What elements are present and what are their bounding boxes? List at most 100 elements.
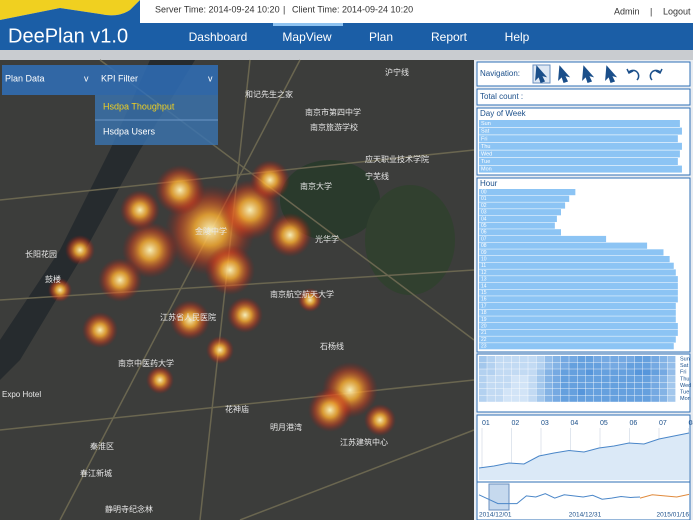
dropdown-arrow: v: [84, 73, 89, 83]
heat-cell: [552, 369, 561, 376]
heat-cell: [544, 382, 553, 389]
col-label: 00: [480, 405, 486, 410]
heat-cell: [643, 395, 651, 402]
heat-cell: [651, 395, 659, 402]
timeline-tick: 04: [571, 420, 579, 427]
heat-cell: [544, 356, 553, 363]
heat-cell: [569, 382, 577, 389]
total-count: Total count :: [480, 92, 523, 101]
kpi-filter-dropdown[interactable]: [95, 65, 218, 95]
nav-icon[interactable]: [649, 68, 663, 81]
nav-icons: [532, 64, 663, 84]
heat-cell: [503, 369, 512, 376]
nav-item[interactable]: MapView: [282, 30, 331, 44]
map-label: 光华学: [315, 234, 339, 244]
map-label: 花神庙: [225, 404, 249, 414]
map-label: 宁芜线: [365, 171, 389, 181]
menu-item[interactable]: Hsdpa Thoughput: [103, 101, 175, 111]
heat-cell: [643, 362, 651, 369]
map: 沪宁线和记先生之家南京市第四中学南京旅游学校应天职业技术学院宁芜线南京大学金陵中…: [0, 59, 475, 520]
heat-spot: [268, 213, 312, 257]
heat-cell: [610, 369, 618, 376]
logo-bg: [0, 0, 140, 50]
range-selector[interactable]: [488, 483, 510, 511]
bar-label: 18: [481, 310, 487, 316]
heat-cell: [544, 362, 553, 369]
heat-cell: [618, 375, 627, 382]
heat-cell: [495, 389, 504, 396]
menu-item[interactable]: Hsdpa Users: [103, 126, 156, 136]
row-label: Thu: [680, 376, 689, 382]
bar: [479, 329, 678, 336]
heat-cell: [544, 389, 553, 396]
nav-icon[interactable]: [558, 65, 571, 83]
nav-item[interactable]: Dashboard: [189, 30, 248, 44]
nav-icon[interactable]: [535, 65, 548, 83]
nav-item[interactable]: Plan: [369, 30, 393, 44]
heat-cell: [659, 362, 668, 369]
heat-cell: [618, 356, 627, 363]
col-label: 21: [653, 405, 659, 410]
heat-cell: [569, 362, 577, 369]
heat-cell: [479, 389, 487, 396]
heat-cell: [643, 356, 651, 363]
heat-cell: [593, 369, 602, 376]
heat-cell: [528, 362, 536, 369]
bar: [479, 262, 674, 269]
heat-cell: [659, 356, 668, 363]
nav-icon[interactable]: [605, 65, 618, 83]
nav-item[interactable]: Report: [431, 30, 468, 44]
heat-cell: [634, 369, 643, 376]
nav-item[interactable]: Help: [505, 30, 530, 44]
bar: [479, 209, 561, 216]
heat-spot: [146, 366, 174, 394]
map-label: 南京大学: [300, 181, 332, 191]
nav-icon[interactable]: [626, 68, 640, 81]
heat-cell: [602, 382, 610, 389]
timeline-tick: 06: [630, 420, 638, 427]
row-label: Wed: [680, 383, 691, 389]
heat-cell: [577, 362, 586, 369]
chart-title: Hour: [480, 179, 498, 188]
heat-cell: [536, 369, 545, 376]
bar: [479, 296, 678, 303]
heat-cell: [520, 389, 528, 396]
nav-icon[interactable]: [582, 65, 595, 83]
bar-label: 08: [481, 243, 487, 249]
heat-cell: [487, 375, 495, 382]
heat-cell: [634, 389, 643, 396]
bar: [479, 302, 676, 310]
col-label: 02: [497, 405, 503, 410]
bar: [479, 215, 557, 222]
bar-label: 23: [481, 344, 487, 350]
map-label: 南京航空航天大学: [270, 289, 334, 299]
timeline-tick: 02: [512, 420, 520, 427]
top-bar: [0, 0, 693, 23]
col-label: 05: [521, 405, 527, 410]
bar: [479, 276, 678, 283]
heat-cell: [577, 375, 586, 382]
heat-cell: [503, 395, 512, 402]
logout[interactable]: Logout: [663, 6, 691, 16]
col-label: 09: [554, 405, 560, 410]
heat-cell: [511, 389, 520, 396]
heat-cell: [577, 389, 586, 396]
user[interactable]: Admin: [614, 6, 640, 16]
heat-cell: [659, 395, 668, 402]
bar: [479, 343, 674, 350]
heat-cell: [479, 395, 487, 402]
plan-data-dropdown[interactable]: [2, 65, 95, 95]
heat-cell: [602, 356, 610, 363]
road: [0, 149, 475, 201]
map-label: 春江新城: [80, 468, 112, 478]
row-label: Sun: [680, 356, 690, 362]
bar: [479, 229, 561, 236]
heat-spot: [120, 190, 160, 230]
bar-label: Sun: [481, 121, 491, 127]
heat-cell: [610, 389, 618, 396]
timeline-date: 2015/01/16: [656, 512, 689, 519]
bar: [479, 256, 670, 263]
col-label: 04: [513, 405, 519, 410]
bar-label: Sat: [481, 129, 490, 135]
